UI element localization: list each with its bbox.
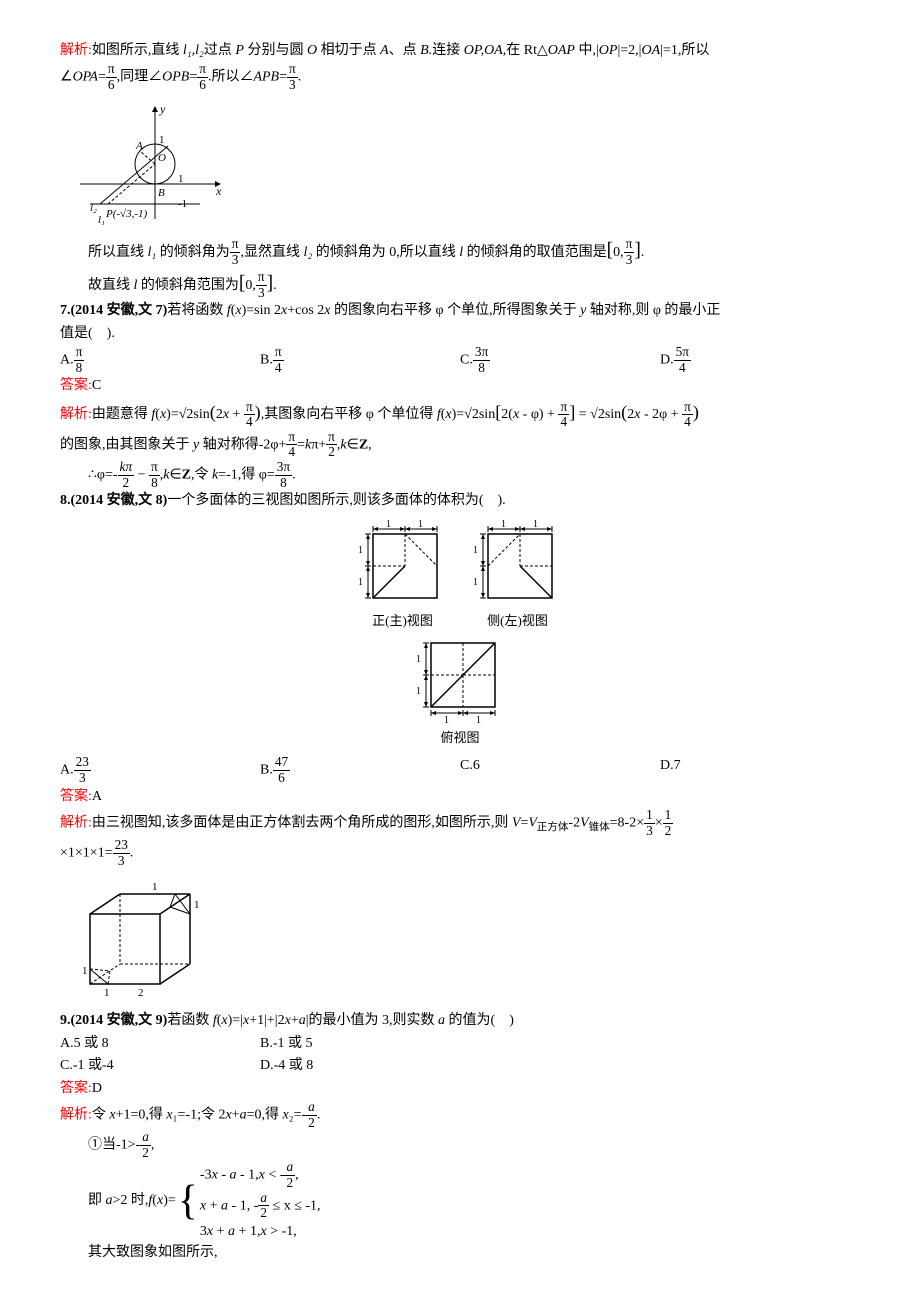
svg-text:1: 1 — [104, 987, 110, 999]
q6-figure: A B O 1 1 x y l₂ l₁ P(-√3,-1) -1 — [60, 99, 860, 229]
q8-solid-figure: 1 1 1 2 1 — [60, 874, 860, 1004]
svg-text:B: B — [158, 187, 165, 199]
q6-line2: ∠OPA=π6,同理∠OPB=π6.所以∠APB=π3. — [60, 62, 860, 92]
svg-text:1: 1 — [444, 715, 449, 726]
q7-answer: 答案:C — [60, 375, 860, 397]
svg-text:l₁: l₁ — [98, 214, 105, 226]
svg-text:1: 1 — [159, 134, 165, 146]
svg-text:l₂: l₂ — [90, 202, 97, 214]
svg-text:-1: -1 — [178, 198, 187, 210]
svg-text:1: 1 — [418, 519, 423, 530]
svg-text:1: 1 — [473, 545, 478, 556]
q7-stem: 7.(2014 安徽,文 7)若将函数 f(x)=sin 2x+cos 2x 的… — [60, 300, 860, 322]
svg-text:2: 2 — [138, 987, 144, 999]
q8-analysis: 解析:由三视图知,该多面体是由正方体割去两个角所成的图形,如图所示,则 V=V正… — [60, 808, 860, 838]
svg-text:1: 1 — [178, 173, 184, 185]
q6-analysis: 解析:如图所示,直线 l₁,l₂过点 P 分别与圆 O 相切于点 A、点 B.连… — [60, 40, 860, 62]
q9-piecewise: 即 a>2 时,f(x)= { -3x - a - 1,x < -a2, x +… — [60, 1160, 860, 1242]
q7-analysis: 解析:由题意得 f(x)=√2sin(2x + π4),其图象向右平移 φ 个单… — [60, 398, 860, 430]
svg-text:1: 1 — [533, 519, 538, 530]
q6-line3: 所以直线 l₁ 的倾斜角为π3,显然直线 l₂ 的倾斜角为 0,所以直线 l 的… — [60, 235, 860, 268]
q7-options: A.π8 B.π4 C.3π8 D.5π4 — [60, 345, 860, 375]
q7-analysis3: ∴φ=-kπ2 − π8,k∈Z,令 k=-1,得 φ=3π8. — [60, 460, 860, 490]
q9-case1: ①当-1>-a2, — [60, 1130, 860, 1160]
svg-text:x: x — [215, 184, 222, 198]
analysis-label: 解析: — [60, 43, 92, 58]
svg-text:1: 1 — [358, 577, 363, 588]
q8-answer: 答案:A — [60, 786, 860, 808]
svg-text:1: 1 — [194, 899, 200, 911]
svg-text:O: O — [158, 152, 166, 164]
q9-analysis: 解析:令 x+1=0,得 x₁=-1;令 2x+a=0,得 x₂=-a2. — [60, 1100, 860, 1130]
svg-text:1: 1 — [386, 519, 391, 530]
svg-text:1: 1 — [416, 686, 421, 697]
q9-options2: C.-1 或-4 D.-4 或 8 — [60, 1055, 860, 1077]
q7-stem2: 值是( ). — [60, 323, 860, 345]
q9-stem: 9.(2014 安徽,文 9)若函数 f(x)=|x+1|+|2x+a|的最小值… — [60, 1010, 860, 1032]
svg-text:1: 1 — [416, 654, 421, 665]
q6-line4: 故直线 l 的倾斜角范围为[0,π3]. — [60, 268, 860, 301]
svg-text:y: y — [159, 102, 166, 116]
svg-text:1: 1 — [152, 881, 158, 893]
svg-text:1: 1 — [82, 965, 88, 977]
svg-text:1: 1 — [473, 577, 478, 588]
svg-text:P(-√3,-1): P(-√3,-1) — [105, 208, 147, 220]
q8-views: 11 11 正(主)视图 11 — [60, 519, 860, 750]
q9-tail: 其大致图象如图所示, — [60, 1242, 860, 1264]
svg-text:A: A — [135, 140, 143, 152]
svg-text:1: 1 — [501, 519, 506, 530]
svg-text:1: 1 — [358, 545, 363, 556]
q9-options: A.5 或 8 B.-1 或 5 — [60, 1033, 860, 1055]
svg-text:1: 1 — [476, 715, 481, 726]
q7-analysis2: 的图象,由其图象关于 y 轴对称得-2φ+π4=kπ+π2,k∈Z, — [60, 430, 860, 460]
q8-stem: 8.(2014 安徽,文 8)一个多面体的三视图如图所示,则该多面体的体积为( … — [60, 490, 860, 512]
q8-analysis2: ×1×1×1=233. — [60, 838, 860, 868]
q9-answer: 答案:D — [60, 1078, 860, 1100]
q8-options: A.233 B.476 C.6 D.7 — [60, 755, 860, 785]
